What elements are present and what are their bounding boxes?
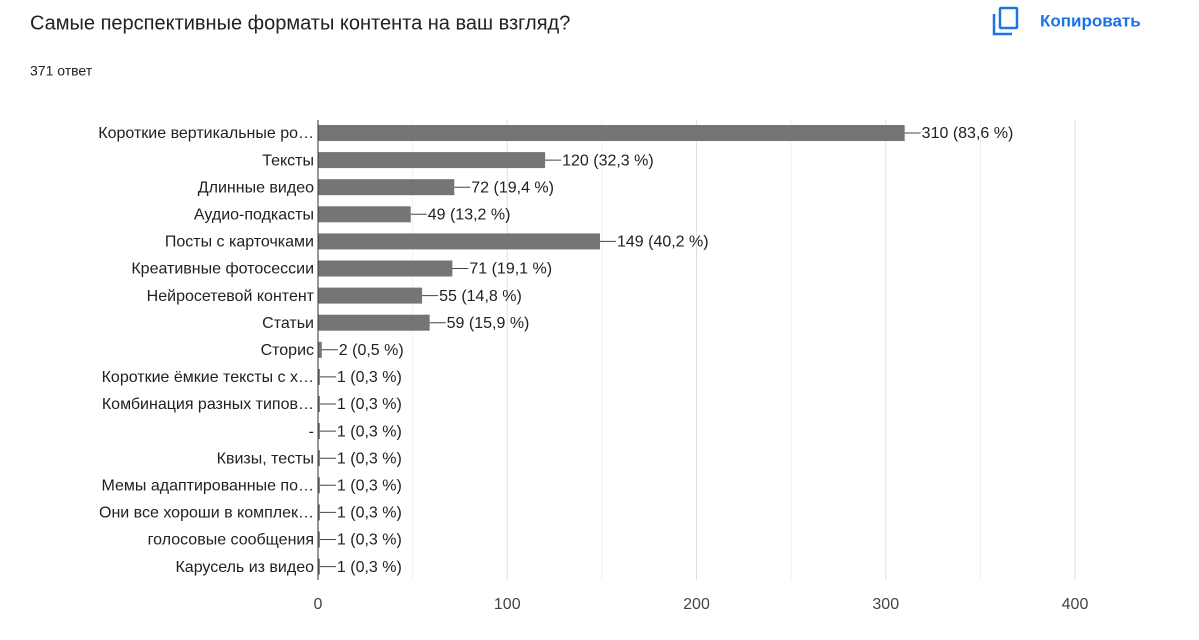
y-tick-label: Короткие вертикальные ро… (98, 125, 314, 142)
value-label: 71 (19,1 %) (469, 261, 552, 278)
bar (318, 233, 600, 250)
bar (318, 341, 322, 358)
y-tick-label: Креативные фотосессии (131, 261, 314, 278)
bar (318, 396, 320, 412)
value-label: 1 (0,3 %) (337, 478, 402, 495)
copy-label: Копировать (1040, 11, 1141, 30)
x-tick-label: 300 (872, 596, 899, 613)
y-tick-label: Квизы, тесты (217, 450, 314, 467)
value-label: 1 (0,3 %) (337, 450, 402, 467)
value-label: 2 (0,5 %) (339, 342, 404, 359)
x-tick-label: 400 (1062, 596, 1089, 613)
value-label: 59 (15,9 %) (447, 315, 530, 332)
bar (318, 152, 546, 169)
value-label: 1 (0,3 %) (337, 396, 402, 413)
y-tick-label: Аудио-подкасты (194, 207, 314, 224)
bar (318, 450, 320, 467)
y-tick-label: Статьи (262, 315, 314, 332)
value-label: 1 (0,3 %) (337, 505, 402, 522)
y-tick-label: голосовые сообщения (148, 532, 314, 549)
value-label: 1 (0,3 %) (337, 559, 402, 576)
chart-title: Самые перспективные форматы контента на … (30, 12, 570, 34)
copy-button[interactable]: Копировать (992, 6, 1141, 36)
y-tick-label: Сторис (261, 342, 314, 359)
bar (318, 558, 320, 575)
bar (318, 125, 905, 141)
x-tick-label: 0 (314, 596, 323, 613)
y-tick-label: Мемы адаптированные по… (101, 478, 314, 495)
response-count: 371 ответ (30, 63, 93, 79)
value-label: 310 (83,6 %) (922, 125, 1014, 142)
y-tick-label: Карусель из видео (175, 559, 314, 576)
value-label: 1 (0,3 %) (337, 532, 402, 549)
bar (318, 179, 455, 196)
y-tick-label: Посты с карточками (165, 234, 314, 251)
bar (318, 477, 320, 494)
bar (318, 287, 423, 304)
value-label: 55 (14,8 %) (439, 288, 522, 305)
x-tick-label: 100 (494, 596, 521, 613)
value-label: 72 (19,4 %) (471, 179, 554, 196)
bar (318, 504, 320, 521)
y-tick-label: Комбинация разных типов… (102, 396, 314, 413)
value-label: 49 (13,2 %) (428, 207, 511, 224)
bar (318, 423, 320, 440)
bar (318, 531, 320, 548)
y-tick-label: Длинные видео (198, 179, 314, 196)
value-label: 1 (0,3 %) (337, 423, 402, 440)
value-label: 149 (40,2 %) (617, 234, 709, 251)
value-label: 120 (32,3 %) (562, 152, 654, 169)
y-tick-label: - (309, 423, 314, 440)
value-label: 1 (0,3 %) (337, 369, 402, 386)
bar (318, 206, 411, 223)
copy-icon (992, 6, 1019, 36)
y-tick-label: Короткие ёмкие тексты с х… (102, 369, 314, 386)
bar (318, 368, 320, 385)
y-tick-label: Они все хороши в комплек… (99, 505, 314, 522)
bar (318, 314, 430, 331)
y-tick-label: Тексты (262, 152, 314, 169)
x-tick-label: 200 (683, 596, 710, 613)
bar (318, 260, 453, 277)
y-tick-label: Нейросетевой контент (147, 288, 315, 305)
